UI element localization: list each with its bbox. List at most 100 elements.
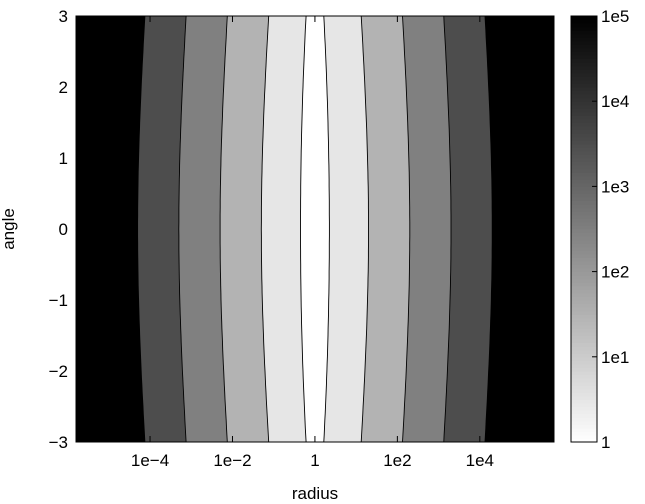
colorbar-segment xyxy=(571,47,597,53)
colorbar-segment xyxy=(571,200,597,205)
colorbar-segment xyxy=(571,172,597,177)
colorbar-segment xyxy=(571,246,597,251)
colorbar-segment xyxy=(571,307,597,312)
colorbar-segment xyxy=(571,339,597,344)
x-tick-label: 1e−2 xyxy=(213,451,251,470)
colorbar-segment xyxy=(571,392,597,397)
colorbar-segment xyxy=(571,126,597,131)
colorbar-segment xyxy=(571,104,597,109)
y-tick-label: 3 xyxy=(59,7,68,26)
colorbar-segment xyxy=(571,243,597,248)
colorbar-segment xyxy=(571,399,597,404)
colorbar-segment xyxy=(571,150,597,156)
x-axis: 1e−4 1e−2 1 1e2 1e4 xyxy=(131,16,494,470)
colorbar-segment xyxy=(571,175,597,180)
colorbar-tick-label: 1e2 xyxy=(601,263,629,282)
y-tick-label: 0 xyxy=(59,220,68,239)
colorbar-tick-label: 1e1 xyxy=(601,348,629,367)
colorbar-segment xyxy=(571,83,597,88)
colorbar-segment xyxy=(571,118,597,124)
colorbar-segment xyxy=(571,26,597,31)
x-axis-label: radius xyxy=(292,484,338,503)
colorbar-segment xyxy=(571,367,597,372)
colorbar-segment xyxy=(571,289,597,294)
colorbar-segment xyxy=(571,239,597,244)
colorbar-segment xyxy=(571,221,597,227)
colorbar-segment xyxy=(571,374,597,379)
colorbar-segment xyxy=(571,147,597,152)
colorbar-segment xyxy=(571,122,597,127)
colorbar-segment xyxy=(571,51,597,56)
colorbar-segment xyxy=(571,296,597,301)
colorbar-segment xyxy=(571,275,597,280)
colorbar-segment xyxy=(571,431,597,436)
colorbar-segment xyxy=(571,23,597,28)
colorbar-segment xyxy=(571,420,597,425)
colorbar-segment xyxy=(571,136,597,141)
colorbar-segment xyxy=(571,342,597,347)
colorbar-segment xyxy=(571,193,597,198)
colorbar-segment xyxy=(571,16,597,21)
colorbar-segment xyxy=(571,349,597,354)
colorbar-segment xyxy=(571,69,597,74)
y-tick-label: 1 xyxy=(59,149,68,168)
colorbar-segment xyxy=(571,94,597,99)
colorbar-segment xyxy=(571,324,597,329)
colorbar-segment xyxy=(571,62,597,67)
colorbar-segment xyxy=(571,331,597,337)
colorbar-segment xyxy=(571,189,597,195)
colorbar-segment xyxy=(571,363,597,369)
colorbar-segment xyxy=(571,360,597,365)
colorbar-segment xyxy=(571,402,597,408)
colorbar-segment xyxy=(571,328,597,333)
colorbar-segment xyxy=(571,44,597,49)
colorbar-segment xyxy=(571,161,597,166)
y-axis-label: angle xyxy=(0,208,18,250)
y-tick-label: −3 xyxy=(49,433,68,452)
colorbar-segment xyxy=(571,76,597,81)
colorbar-segment xyxy=(571,353,597,358)
colorbar-segment xyxy=(571,417,597,422)
colorbar-segment xyxy=(571,79,597,85)
colorbar-segment xyxy=(571,300,597,305)
colorbar-segment xyxy=(571,207,597,212)
colorbar-segment xyxy=(571,321,597,326)
colorbar-segment xyxy=(571,378,597,383)
colorbar-segment xyxy=(571,58,597,63)
colorbar-segment xyxy=(571,37,597,42)
colorbar-segment xyxy=(571,87,597,92)
colorbar-segment xyxy=(571,140,597,145)
colorbar-segment xyxy=(571,30,597,35)
colorbar-segment xyxy=(571,264,597,269)
colorbar-segment xyxy=(571,388,597,393)
colorbar-segment xyxy=(571,214,597,219)
colorbar-segment xyxy=(571,218,597,223)
colorbar-segment xyxy=(571,406,597,411)
colorbar-segment xyxy=(571,133,597,138)
colorbar-segment xyxy=(571,168,597,173)
colorbar-segment xyxy=(571,211,597,216)
colorbar-segment xyxy=(571,65,597,70)
colorbar-segment xyxy=(571,438,597,443)
colorbar-segment xyxy=(571,179,597,184)
colorbar-segment xyxy=(571,55,597,60)
colorbar-segment xyxy=(571,285,597,290)
x-tick-label: 1e2 xyxy=(383,451,411,470)
colorbar-segment xyxy=(571,111,597,116)
contour-bands xyxy=(76,16,554,442)
colorbar-segment xyxy=(571,186,597,191)
colorbar-segment xyxy=(571,204,597,209)
colorbar-segment xyxy=(571,182,597,187)
contour-band-1 xyxy=(300,16,330,442)
colorbar-segment xyxy=(571,314,597,319)
colorbar-segment xyxy=(571,335,597,340)
colorbar-segment xyxy=(571,356,597,361)
y-tick-label: −1 xyxy=(49,291,68,310)
colorbar-segment xyxy=(571,165,597,170)
colorbar-segment xyxy=(571,225,597,230)
colorbar-segment xyxy=(571,108,597,113)
colorbar-segment xyxy=(571,410,597,415)
colorbar-segment xyxy=(571,385,597,390)
